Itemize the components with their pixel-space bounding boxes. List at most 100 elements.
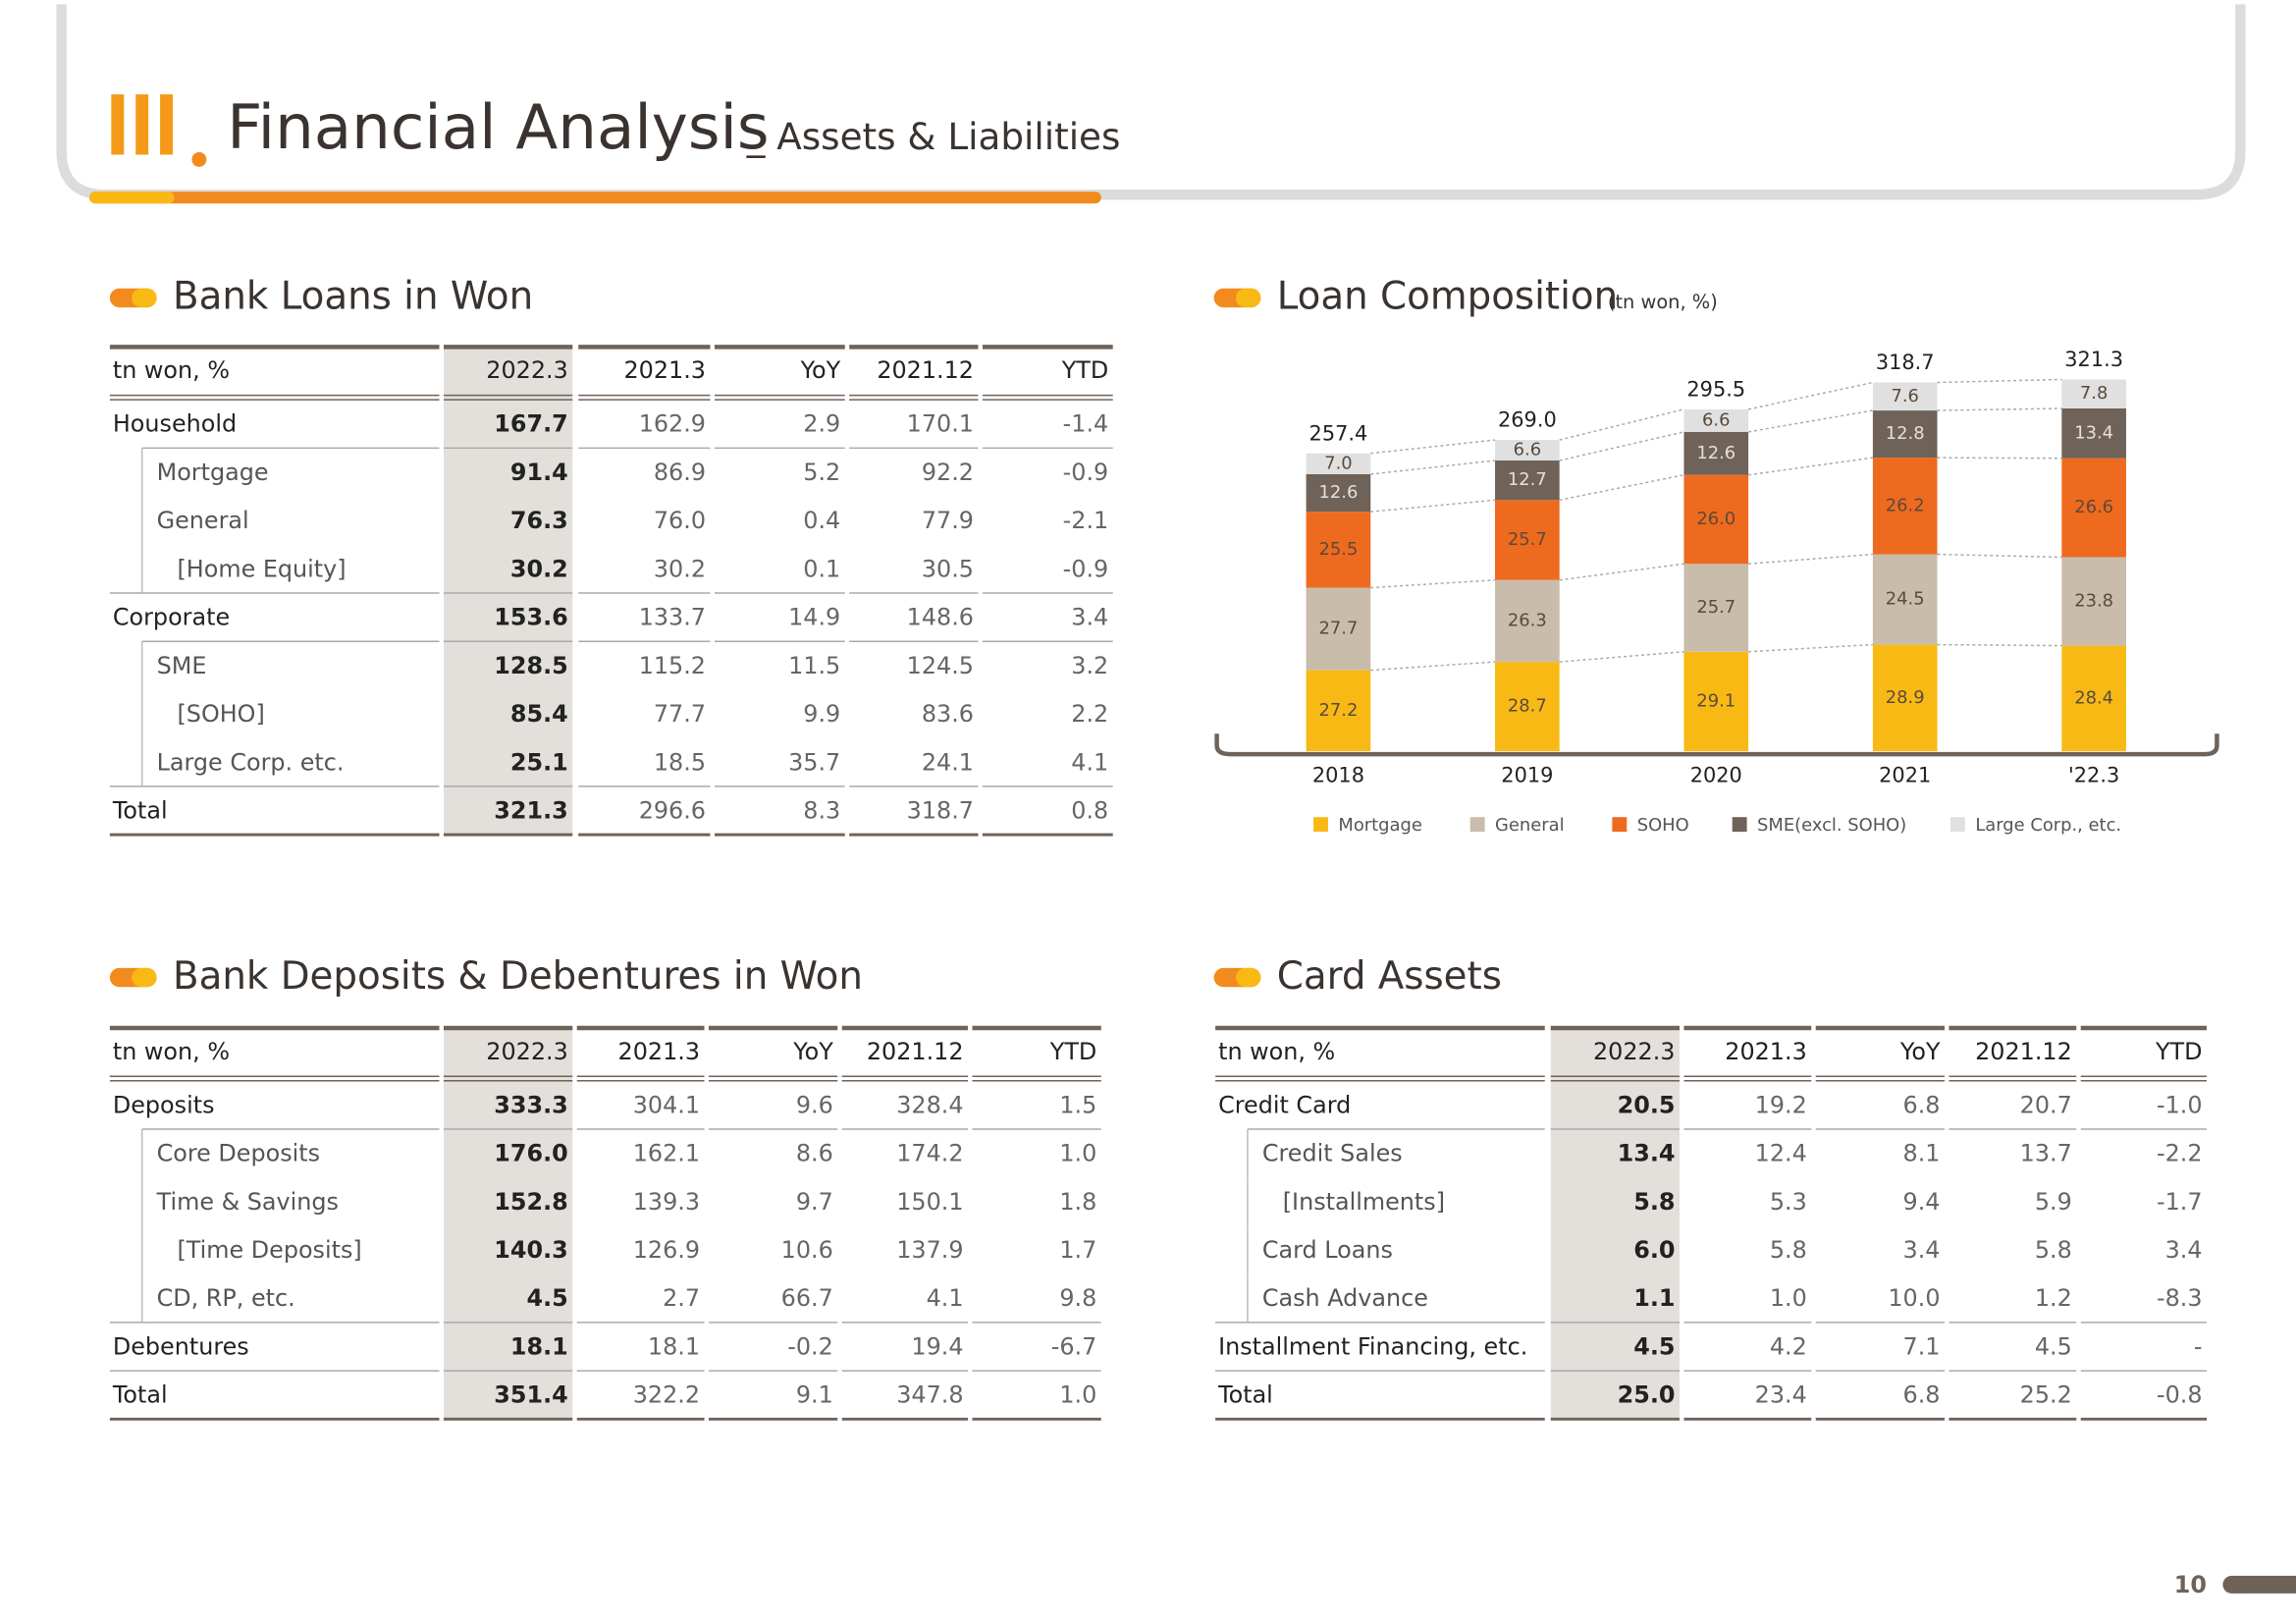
column-header: 2021.3 xyxy=(1725,1038,1807,1065)
data-label: 26.6 xyxy=(2074,497,2113,517)
cell: 92.2 xyxy=(922,459,974,486)
cell: 1.1 xyxy=(1633,1284,1675,1312)
column-header: 2022.3 xyxy=(1593,1038,1676,1065)
cell: 304.1 xyxy=(633,1091,700,1118)
total-label: 318.7 xyxy=(1876,351,1935,374)
cell: 347.8 xyxy=(896,1381,963,1409)
section-title: Card Assets xyxy=(1277,954,1502,999)
data-label: 6.6 xyxy=(1702,409,1730,430)
data-label: 23.8 xyxy=(2074,591,2113,612)
cell: 76.0 xyxy=(654,507,706,534)
column-header: 2021.3 xyxy=(618,1038,701,1065)
cell: -1.7 xyxy=(2157,1188,2203,1216)
cell: 140.3 xyxy=(494,1236,567,1264)
row-label: Credit Card xyxy=(1218,1091,1351,1118)
cell: -0.9 xyxy=(1063,555,1109,582)
cell: 3.4 xyxy=(1903,1236,1941,1264)
cell: 30.5 xyxy=(922,555,974,582)
section-dot xyxy=(191,151,207,167)
cell: 9.9 xyxy=(803,700,840,728)
row-label: Total xyxy=(1217,1381,1273,1409)
cell: -2.1 xyxy=(1063,507,1109,534)
row-label: CD, RP, etc. xyxy=(157,1284,295,1312)
cell: -1.0 xyxy=(2157,1091,2203,1118)
bar-segment xyxy=(1683,564,1749,652)
cell: 9.8 xyxy=(1059,1284,1096,1312)
data-label: 12.7 xyxy=(1508,469,1547,490)
connector xyxy=(1370,439,1496,455)
connector xyxy=(1748,643,1873,653)
cell: 20.7 xyxy=(2020,1091,2072,1118)
cell: 24.1 xyxy=(922,748,974,776)
cell: 296.6 xyxy=(639,797,706,825)
bar-segment xyxy=(1872,410,1938,459)
cell: 19.2 xyxy=(1755,1091,1807,1118)
cell: 20.5 xyxy=(1618,1091,1676,1118)
cell: 1.0 xyxy=(1770,1284,1807,1312)
cell: 2.9 xyxy=(803,410,840,438)
connector xyxy=(1559,563,1684,581)
row-label: Deposits xyxy=(113,1091,215,1118)
data-label: 7.0 xyxy=(1324,453,1352,473)
section-title: Bank Deposits & Debentures in Won xyxy=(173,954,863,999)
data-label: 27.7 xyxy=(1319,619,1359,639)
bar-segment xyxy=(1683,431,1749,475)
column-header: YTD xyxy=(1061,356,1109,384)
cell: 30.2 xyxy=(510,555,568,582)
cell: 1.7 xyxy=(1059,1236,1096,1264)
bar-segment xyxy=(1495,440,1560,461)
x-tick-label: 2021 xyxy=(1879,763,1931,786)
page-subtitle: _ Assets & Liabilities xyxy=(746,115,1121,158)
section-title: Loan Composition xyxy=(1277,275,1618,319)
cell: 318.7 xyxy=(907,797,974,825)
connector xyxy=(1559,408,1684,441)
bar-segment xyxy=(1495,579,1560,663)
header-frame xyxy=(56,4,2246,200)
cell: 18.1 xyxy=(510,1332,568,1360)
cell: 351.4 xyxy=(494,1381,567,1409)
cell: 66.7 xyxy=(781,1284,833,1312)
cell: 12.4 xyxy=(1755,1140,1807,1167)
cell: 1.0 xyxy=(1059,1381,1096,1409)
data-label: 27.2 xyxy=(1319,700,1359,721)
icon xyxy=(1213,967,1261,988)
cell: 5.9 xyxy=(2035,1188,2072,1216)
x-tick-label: 2020 xyxy=(1690,763,1742,786)
icon xyxy=(1213,288,1261,308)
data-label: 28.4 xyxy=(2074,687,2113,708)
data-label: 28.9 xyxy=(1886,687,1925,708)
cell: 3.4 xyxy=(1071,604,1108,631)
cell: 8.1 xyxy=(1903,1140,1941,1167)
column-header: 2021.12 xyxy=(1975,1038,2072,1065)
total-label: 269.0 xyxy=(1498,408,1557,432)
bar-segment xyxy=(1872,644,1938,752)
legend-swatch xyxy=(1949,817,1965,833)
x-tick-label: 2019 xyxy=(1501,763,1553,786)
data-label: 26.0 xyxy=(1696,509,1735,529)
cell: 9.6 xyxy=(796,1091,833,1118)
row-label: [SOHO] xyxy=(177,700,264,728)
data-label: 24.5 xyxy=(1886,589,1925,610)
cell: 4.1 xyxy=(1071,748,1108,776)
cell: 5.8 xyxy=(2035,1236,2072,1264)
row-label: General xyxy=(157,507,249,534)
row-label: Credit Sales xyxy=(1262,1140,1403,1167)
bar-segment xyxy=(1306,670,1371,752)
bar-segment xyxy=(2061,458,2126,558)
bar-segment xyxy=(1306,473,1371,513)
cell: 2.2 xyxy=(1071,700,1108,728)
row-label: Household xyxy=(113,410,237,438)
cell: 11.5 xyxy=(788,652,840,679)
highlight-column xyxy=(443,1026,573,1420)
legend-swatch xyxy=(1469,817,1485,833)
data-label: 6.6 xyxy=(1514,440,1541,460)
cell: 174.2 xyxy=(896,1140,963,1167)
cell: 4.2 xyxy=(1770,1332,1807,1360)
cell: 9.7 xyxy=(796,1188,833,1216)
connector xyxy=(1559,473,1684,502)
cell: 4.1 xyxy=(927,1284,964,1312)
column-header: YTD xyxy=(2155,1038,2203,1065)
cell: 5.3 xyxy=(1770,1188,1807,1216)
cell: 5.8 xyxy=(1633,1188,1675,1216)
